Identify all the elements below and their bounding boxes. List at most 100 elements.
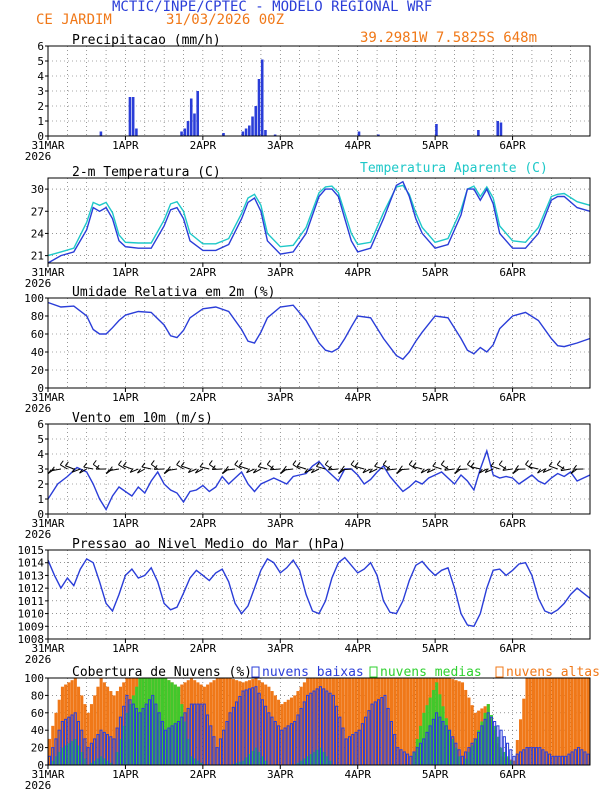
cloud-bar-nuvens-medias <box>167 680 171 765</box>
wind-barb <box>60 464 68 470</box>
cloud-bar-nuvens-altas <box>83 704 87 765</box>
wind-barb-flag <box>266 460 271 465</box>
wind-barb-flag <box>71 468 76 473</box>
cloud-bar-nuvens-medias <box>99 756 103 765</box>
cloud-bar-nuvens-altas <box>580 678 584 765</box>
wind-barb-flag <box>502 466 507 471</box>
wind-barb <box>537 468 546 474</box>
cloud-bar-nuvens-altas <box>531 678 535 765</box>
cloud-bar-nuvens-medias <box>248 754 252 765</box>
cloud-bar-nuvens-medias <box>464 758 468 765</box>
cloud-bar-nuvens-medias <box>419 725 423 765</box>
wind-barb-flag <box>382 460 387 465</box>
wind-barb-flag <box>338 469 342 474</box>
cloud-bar-nuvens-medias <box>319 747 323 765</box>
precip-bar <box>435 124 438 136</box>
y-tick-label: 3 <box>37 463 44 476</box>
x-tick-label: 2APR <box>190 391 217 404</box>
cloud-bar-nuvens-altas <box>218 678 223 765</box>
cloud-bar-nuvens-medias <box>67 743 71 765</box>
wind-barb <box>137 468 146 474</box>
wind-barb <box>195 468 204 474</box>
series-line-umid <box>47 301 591 361</box>
wind-barb <box>316 465 326 470</box>
cloud-bar-nuvens-altas <box>560 678 565 765</box>
plot-frame <box>47 297 591 389</box>
x-tick-label: 31MAR <box>31 642 64 655</box>
temp-panel: 21 24 27 30 31MAR 1APR 2APR 3APR 4APR 5APR 6APR 202… <box>25 161 591 290</box>
x-tick-label: 4APR <box>344 642 371 655</box>
wind-barb-flag <box>222 469 226 474</box>
cloud-bar-nuvens-altas <box>457 681 461 765</box>
cloud-bar-nuvens-altas <box>118 686 123 765</box>
wind-barb <box>109 468 120 472</box>
wind-barb-flag <box>444 465 449 471</box>
cloud-bar-nuvens-altas <box>535 678 539 765</box>
cloud-bar-nuvens-altas <box>557 678 561 765</box>
wind-barb-flag <box>515 465 519 470</box>
wind-barb-flag <box>454 469 459 474</box>
cloud-bar-nuvens-altas <box>260 682 264 765</box>
precip-bar <box>248 125 251 136</box>
cloud-bar-nuvens-medias <box>444 718 448 765</box>
wind-barb-flag <box>573 464 577 470</box>
x-tick-label: 6APR <box>499 391 526 404</box>
cloud-bar-nuvens-medias <box>470 745 474 765</box>
cloud-bar-nuvens-medias <box>483 712 487 765</box>
wind-barb-flag <box>324 460 329 465</box>
precip-bar <box>128 97 132 136</box>
cloud-bar-nuvens-altas <box>312 678 316 765</box>
wind-barb-flag <box>556 460 561 465</box>
wind-barb <box>444 468 455 471</box>
y-tick-label: 1010 <box>18 608 45 621</box>
wind-barb-flag <box>350 460 355 465</box>
wind-barb-flag <box>50 466 55 472</box>
wind-barb-flag <box>316 462 320 467</box>
x-tick-label: 31MAR <box>31 139 64 152</box>
main-title: MCTIC/INPE/CPTEC - MODELO REGIONAL WRF <box>112 0 433 15</box>
series-line-vento <box>47 448 591 511</box>
wind-barb-flag <box>498 460 503 465</box>
x-tick-label: 1APR <box>112 266 139 279</box>
wind-barb-flag <box>296 461 301 467</box>
wind-barb <box>548 465 558 470</box>
wind-barb-flag <box>412 462 417 467</box>
precip-bar <box>241 131 245 136</box>
x-tick-label: 4APR <box>344 266 371 279</box>
wind-barb <box>297 465 307 470</box>
wind-barb <box>234 464 242 470</box>
series-line-press <box>47 556 591 628</box>
cloud-bar-nuvens-altas <box>396 678 400 765</box>
wind-barb-flag <box>466 460 471 465</box>
cloud-bar-nuvens-medias <box>241 760 245 765</box>
x-tick-label: 6APR <box>499 266 526 279</box>
cloud-bar-nuvens-medias <box>322 751 326 765</box>
wind-barb <box>83 466 94 470</box>
legend-swatch <box>495 666 504 678</box>
cloud-bar-nuvens-altas <box>309 678 313 765</box>
wind-barb <box>181 465 191 470</box>
cloud-bar-nuvens-medias <box>473 738 477 765</box>
wind-barb-flag <box>199 462 204 468</box>
wind-barb <box>304 468 313 474</box>
cloud-bar-nuvens-altas <box>238 681 242 765</box>
cloud-bar-nuvens-altas <box>515 739 519 765</box>
precip-bar <box>135 128 138 136</box>
precip-bar <box>189 98 193 136</box>
cloud-bar-nuvens-altas <box>96 686 100 765</box>
y-tick-label: 60 <box>31 707 44 720</box>
wind-barb-flag <box>92 460 97 465</box>
precip-bar <box>196 91 199 136</box>
cloud-bar-nuvens-altas <box>270 691 274 765</box>
cloud-bar-nuvens-altas <box>286 699 290 765</box>
wind-barb-flag <box>47 469 52 474</box>
cloud-bar-nuvens-altas <box>264 684 268 765</box>
y-tick-label: 3 <box>37 85 44 98</box>
cloud-bar-nuvens-altas <box>109 691 113 765</box>
cloud-bar-nuvens-altas <box>51 725 55 765</box>
wind-barb <box>141 466 152 470</box>
y-tick-label: 0 <box>37 382 44 395</box>
wind-barb-flag <box>426 468 431 473</box>
panel-title: Cobertura de Nuvens (%) <box>72 665 252 680</box>
x-year-label: 2026 <box>25 528 52 541</box>
